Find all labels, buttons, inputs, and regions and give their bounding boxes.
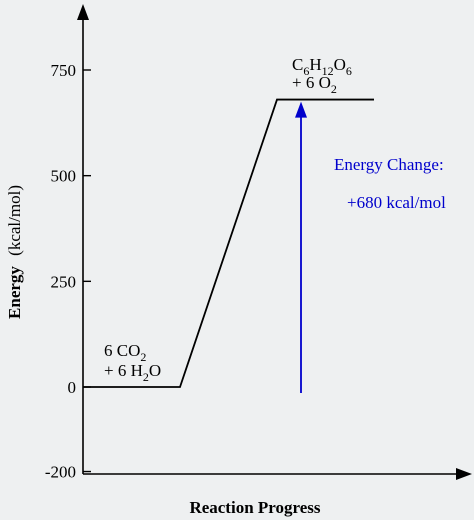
products-line-1: C6H12O6 (292, 55, 352, 78)
reactants-line-1: 6 CO2 (104, 341, 146, 364)
energy-change-arrowhead (295, 101, 307, 118)
energy-change-value: +680 kcal/mol (347, 193, 446, 212)
y-tick-label: -200 (45, 463, 76, 482)
energy-profile-line (83, 98, 374, 388)
x-axis-title: Reaction Progress (189, 498, 320, 517)
y-axis-title: Energy (kcal/mol) (5, 185, 24, 319)
energy-change-label: Energy Change: (334, 155, 444, 174)
products-line-2: + 6 O2 (292, 73, 337, 96)
x-axis-arrowhead (456, 468, 472, 480)
reactants-line-2: + 6 H2O (104, 361, 161, 384)
y-axis-arrowhead (77, 4, 89, 20)
y-tick-label: 0 (68, 378, 77, 397)
y-tick-label: 250 (51, 272, 77, 291)
y-axis-title-unit: (kcal/mol) (5, 185, 24, 256)
y-axis-title-main: Energy (5, 266, 24, 319)
y-tick-label: 750 (51, 61, 77, 80)
y-tick-label: 500 (51, 167, 77, 186)
